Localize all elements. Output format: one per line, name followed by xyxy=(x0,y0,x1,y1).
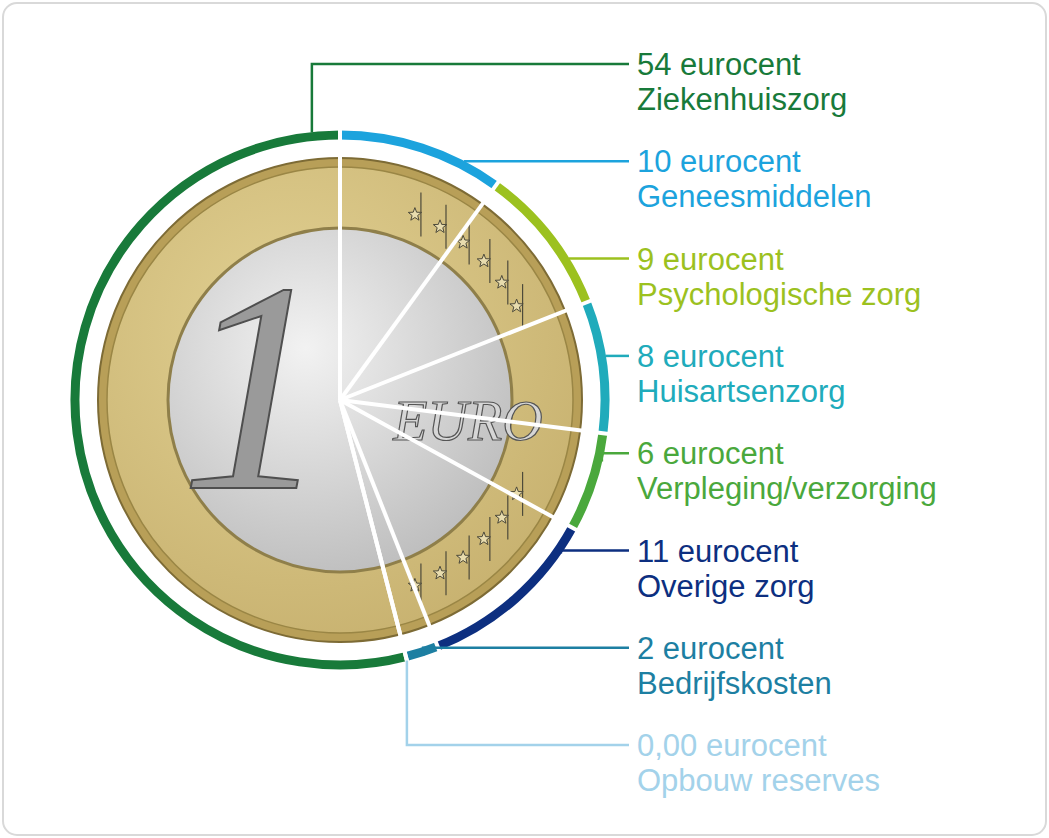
coin-line xyxy=(469,220,470,264)
star xyxy=(457,551,470,564)
coin-line xyxy=(445,551,446,595)
category-label: Opbouw reserves xyxy=(637,763,880,798)
category-label: Geneesmiddelen xyxy=(637,179,871,214)
value-label: 2 eurocent xyxy=(637,631,784,666)
category-label: Psychologische zorg xyxy=(637,277,921,312)
coin-line xyxy=(522,472,523,516)
star xyxy=(477,532,490,545)
divider xyxy=(338,127,342,400)
value-label: 0,00 eurocent xyxy=(637,728,827,763)
slice-arc xyxy=(75,135,406,665)
value-label: 11 eurocent xyxy=(637,534,799,569)
coin-line xyxy=(489,517,490,561)
value-label: 8 eurocent xyxy=(637,339,784,374)
chart: 1EURO54 eurocentZiekenhuiszorg10 eurocen… xyxy=(0,0,1049,838)
value-label: 10 eurocent xyxy=(637,144,801,179)
dividers xyxy=(340,127,611,664)
leader-line xyxy=(407,661,629,746)
leader-line xyxy=(464,160,629,163)
star xyxy=(408,208,421,221)
divider xyxy=(340,400,440,654)
star xyxy=(510,299,523,312)
divider xyxy=(340,400,408,664)
category-label: Verpleging/verzorging xyxy=(637,471,937,506)
leader-line xyxy=(605,355,629,358)
coin-line xyxy=(489,239,490,283)
divider xyxy=(340,400,611,434)
star xyxy=(495,511,508,524)
labels: 54 eurocentZiekenhuiszorg 10 eurocentGene… xyxy=(312,47,937,798)
divider xyxy=(340,300,594,400)
value-label: 54 eurocent xyxy=(637,47,801,82)
star xyxy=(433,566,446,579)
coin-line xyxy=(445,205,446,249)
leader-line xyxy=(423,648,629,656)
coin-line xyxy=(469,536,470,580)
value-label: 9 eurocent xyxy=(637,242,784,277)
leader-line xyxy=(561,551,629,554)
coin-line xyxy=(507,260,508,304)
divider xyxy=(340,400,408,664)
slice-arc xyxy=(572,433,603,527)
leader-line xyxy=(602,453,629,461)
slice-arc xyxy=(586,302,605,433)
category-label: Ziekenhuiszorg xyxy=(637,82,847,117)
divider xyxy=(340,400,579,532)
coin-line xyxy=(507,496,508,540)
star xyxy=(495,275,508,288)
coin-numeral: 1 xyxy=(180,221,330,553)
category-label: Overige zorg xyxy=(637,569,814,604)
frame xyxy=(3,3,1046,835)
star xyxy=(433,220,446,233)
star xyxy=(477,254,490,267)
coin-line xyxy=(420,193,421,237)
slice-arc xyxy=(496,186,587,303)
leader-line xyxy=(569,257,629,260)
coin-line xyxy=(522,284,523,328)
value-label: 6 eurocent xyxy=(637,436,784,471)
leader-line xyxy=(312,64,629,132)
slice-arc xyxy=(438,528,573,647)
category-label: Huisartsenzorg xyxy=(637,374,845,409)
category-label: Bedrijfskosten xyxy=(637,666,832,701)
